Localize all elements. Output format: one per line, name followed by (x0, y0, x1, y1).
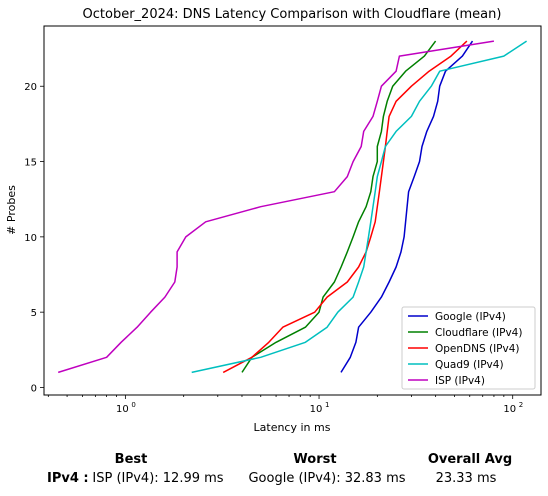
y-tick-label: 10 (24, 233, 37, 244)
legend-label: OpenDNS (IPv4) (435, 343, 520, 355)
y-axis-label: # Probes (5, 185, 18, 235)
y-tick-label: 20 (24, 82, 37, 93)
ipv4-row-label: IPv4 : (47, 471, 89, 486)
chart-title: October_2024: DNS Latency Comparison wit… (83, 7, 502, 22)
series-line-cloudflare-ipv4 (241, 40, 437, 373)
best-value: ISP (IPv4): 12.99 ms (92, 471, 224, 486)
latency-chart: October_2024: DNS Latency Comparison wit… (5, 7, 542, 434)
x-tick-label: 10 (310, 404, 323, 415)
worst-value: Google (IPv4): 32.83 ms (248, 471, 406, 486)
x-tick-exponent: 1 (325, 401, 329, 409)
legend-label: Cloudflare (IPv4) (435, 327, 522, 339)
x-tick-label: 10 (503, 404, 516, 415)
best-header: Best (114, 452, 148, 467)
x-axis-label: Latency in ms (254, 421, 331, 434)
series-line-google-ipv4 (340, 40, 474, 373)
y-tick-label: 5 (31, 308, 37, 319)
y-tick-label: 15 (24, 158, 37, 169)
series-lines (57, 40, 528, 374)
legend-label: Quad9 (IPv4) (435, 359, 504, 371)
y-tick-label: 0 (31, 383, 37, 394)
series-line-isp-ipv4 (57, 40, 495, 374)
plot-frame (43, 25, 542, 396)
x-tick-exponent: 0 (131, 401, 135, 409)
worst-header: Worst (293, 452, 337, 467)
legend: Google (IPv4) Cloudflare (IPv4) OpenDNS (I… (401, 306, 536, 390)
overall-avg-header: Overall Avg (427, 452, 513, 467)
x-tick-label: 10 (116, 404, 129, 415)
series-line-opendns-ipv4 (222, 40, 468, 374)
legend-label: ISP (IPv4) (435, 375, 485, 387)
legend-box (401, 306, 536, 390)
overall-avg-value: 23.33 ms (435, 471, 497, 486)
series-line-quad9-ipv4 (191, 40, 528, 374)
legend-label: Google (IPv4) (435, 311, 506, 323)
x-tick-exponent: 2 (519, 401, 523, 409)
